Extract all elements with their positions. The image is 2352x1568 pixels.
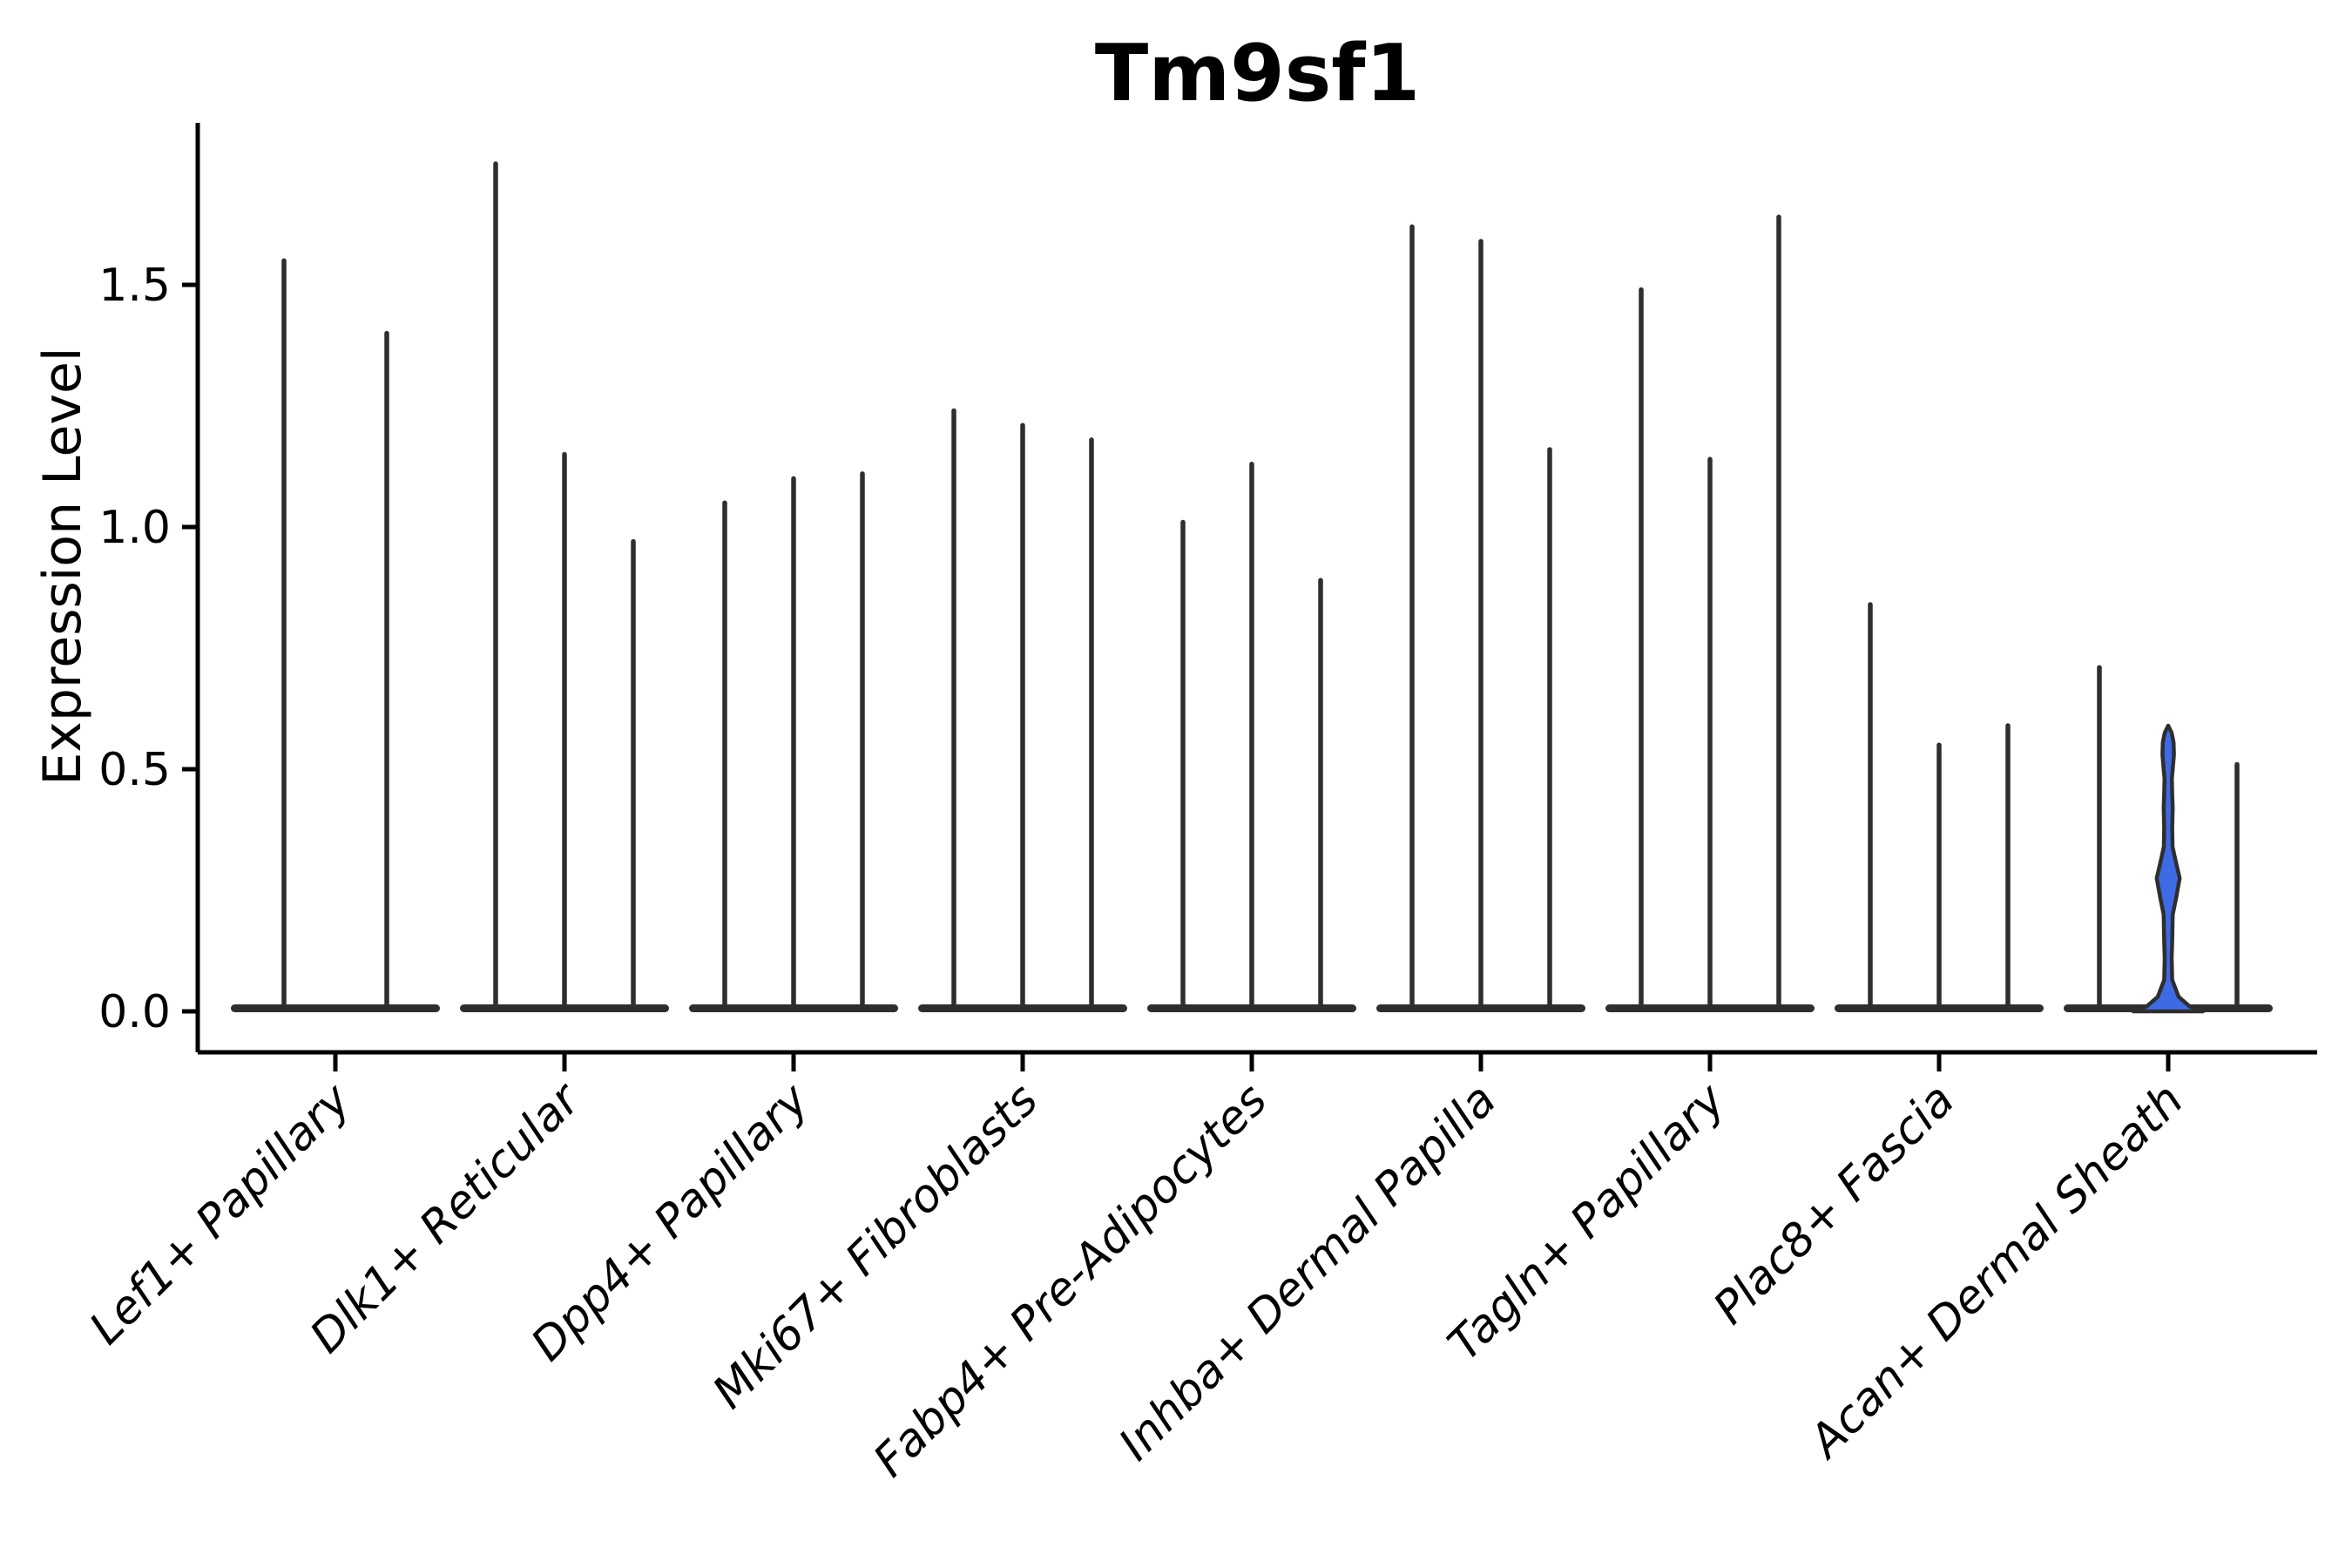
y-tick-label: 1.0 [98,502,171,554]
x-tick-label: Fabp4+ Pre-Adipocytes [864,1074,1278,1488]
x-tick-label: Acan+ Dermal Sheath [1798,1074,2193,1470]
y-tick-label: 0.5 [98,744,171,796]
y-tick-label: 0.0 [98,986,171,1038]
chart-title: Tm9sf1 [1094,28,1421,119]
y-tick-label: 1.5 [98,260,171,312]
violin-highlighted [2131,723,2206,1014]
x-tick-label: Inhba+ Dermal Papilla [1109,1074,1506,1471]
violin-base [231,1004,440,1012]
x-tick-label: Plac8+ Fascia [1704,1074,1964,1335]
